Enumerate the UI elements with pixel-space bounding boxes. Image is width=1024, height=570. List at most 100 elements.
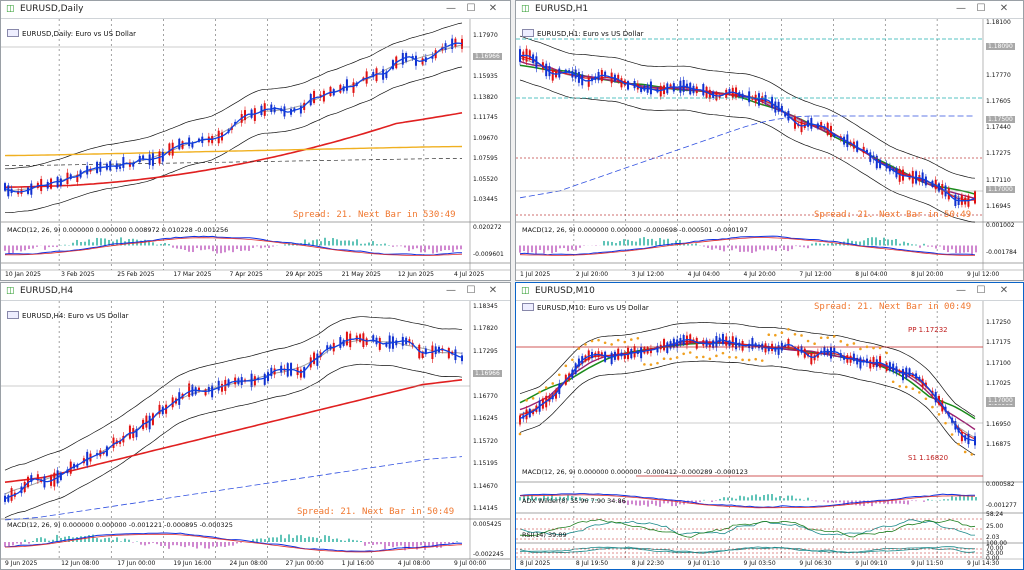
support-label: S1 1.16820 xyxy=(908,454,949,462)
window-title: EURUSD,Daily xyxy=(20,4,84,14)
chart-label: EURUSD,H1: Euro vs US Dollar xyxy=(522,29,644,38)
close-icon[interactable]: ✕ xyxy=(488,3,498,14)
chart-label: EURUSD,M10: Euro vs US Dollar xyxy=(522,303,649,312)
rsi-axis-label: 70.00 xyxy=(986,545,1004,552)
time-axis-label: 4 Jul 20:00 xyxy=(743,271,776,278)
time-axis-label: 9 Jun 2025 xyxy=(5,560,38,567)
maximize-icon[interactable]: ☐ xyxy=(466,285,476,296)
window-titlebar[interactable]: ◫ EURUSD,H4 — ☐ ✕ xyxy=(1,283,510,301)
window-title: EURUSD,M10 xyxy=(535,286,595,296)
rsi-axis-label: 0.00 xyxy=(986,555,1000,562)
price-axis-label: 1.09670 xyxy=(473,134,498,142)
macd-axis-label: -0.002245 xyxy=(473,551,504,558)
price-axis-label: 1.15195 xyxy=(473,460,498,468)
time-axis-label: 9 Jul 14:30 xyxy=(967,560,1000,567)
price-axis-label: 1.07595 xyxy=(473,155,498,162)
chart-icon: ◫ xyxy=(521,4,530,14)
price-axis-label: 1.17970 xyxy=(473,32,498,39)
price-axis-label: 1.17000 xyxy=(986,186,1015,193)
chart-label: EURUSD,H4: Euro vs US Dollar xyxy=(7,311,129,320)
time-axis-label: 3 Jul 12:00 xyxy=(631,271,664,278)
time-axis-label: 4 Jul 04:00 xyxy=(687,271,720,278)
price-axis-label: 1.16966 xyxy=(473,52,502,60)
macd-axis-label: -0.001784 xyxy=(986,249,1017,256)
time-axis-label: 9 Jul 06:30 xyxy=(799,560,832,567)
chart-icon: ◫ xyxy=(6,4,15,14)
window-title: EURUSD,H1 xyxy=(535,4,589,14)
time-axis-label: 25 Feb 2025 xyxy=(117,271,155,278)
minimize-icon[interactable]: — xyxy=(446,285,456,296)
macd-axis-label: 0.020272 xyxy=(473,224,502,231)
spread-info: Spread: 21. Next Bar in 50:49 xyxy=(297,507,455,517)
price-axis-label: 1.14670 xyxy=(473,482,498,490)
chart-window-h1[interactable]: ◫ EURUSD,H1 — ☐ ✕ EURUSD,H1: Euro vs US … xyxy=(515,0,1024,281)
window-titlebar[interactable]: ◫ EURUSD,H1 — ☐ ✕ xyxy=(516,1,1023,19)
macd-axis-label: -0.009601 xyxy=(473,251,504,258)
price-axis-label: 1.17605 xyxy=(986,97,1011,105)
macd-label: MACD(12, 26, 9) 0.000000 0.000000 -0.000… xyxy=(522,226,748,234)
time-axis-label: 8 Jul 20:00 xyxy=(911,271,944,278)
time-axis-label: 9 Jul 12:00 xyxy=(967,271,1000,278)
price-axis-label: 1.16875 xyxy=(986,441,1011,448)
maximize-icon[interactable]: ☐ xyxy=(976,3,986,14)
spread-info: Spread: 21. Next Bar in 00:49 xyxy=(814,302,972,312)
price-axis-label: 1.17110 xyxy=(986,176,1011,184)
time-axis-label: 8 Jul 2025 xyxy=(520,560,551,567)
chart-window-h4[interactable]: ◫ EURUSD,H4 — ☐ ✕ EURUSD,H4: Euro vs US … xyxy=(0,282,511,570)
chart-window-daily[interactable]: ◫ EURUSD,Daily — ☐ ✕ EURUSD,Daily: Euro … xyxy=(0,0,511,281)
time-axis-label: 10 Jan 2025 xyxy=(5,271,41,278)
time-axis-label: 4 Jul 08:00 xyxy=(397,560,431,567)
macd-axis-label: 0.000582 xyxy=(986,481,1015,488)
macd-label: MACD(12, 26, 9) 0.000000 0.000000 -0.000… xyxy=(522,468,748,476)
price-axis-label: 1.17295 xyxy=(473,347,498,355)
time-axis-label: 29 Apr 2025 xyxy=(285,271,323,278)
close-icon[interactable]: ✕ xyxy=(488,285,498,296)
close-icon[interactable]: ✕ xyxy=(999,285,1009,296)
rsi-label: RSI(14) 39.89 xyxy=(522,531,567,539)
window-titlebar[interactable]: ◫ EURUSD,Daily — ☐ ✕ xyxy=(1,1,510,19)
adx-axis-label: 25.00 xyxy=(986,523,1004,530)
minimize-icon[interactable]: — xyxy=(956,285,966,296)
price-chart[interactable] xyxy=(516,19,1024,281)
price-axis-label: 1.15935 xyxy=(473,73,498,80)
price-axis-label: 1.16770 xyxy=(473,392,498,400)
maximize-icon[interactable]: ☐ xyxy=(976,285,986,296)
rsi-axis-label: 30.00 xyxy=(986,550,1004,557)
price-axis-label: 1.18090 xyxy=(986,43,1015,50)
window-titlebar[interactable]: ◫ EURUSD,M10 — ☐ ✕ xyxy=(516,283,1023,301)
adx-axis-label: 58.24 xyxy=(986,511,1004,518)
time-axis-label: 24 Jun 08:00 xyxy=(229,560,268,567)
price-chart[interactable] xyxy=(1,301,511,570)
chart-icon: ◫ xyxy=(521,286,530,296)
time-axis-label: 9 Jul 03:50 xyxy=(743,560,776,567)
price-axis-label: 1.11745 xyxy=(473,114,498,121)
price-axis-label: 1.17500 xyxy=(986,116,1015,123)
close-icon[interactable]: ✕ xyxy=(999,3,1009,14)
price-axis-label: 1.17770 xyxy=(986,71,1011,79)
chart-window-m10[interactable]: ◫ EURUSD,M10 — ☐ ✕ EURUSD,M10: Euro vs U… xyxy=(515,282,1024,570)
spread-info: Spread: 21. Next Bar in 530:49 xyxy=(293,210,456,220)
price-axis-label: 1.17820 xyxy=(473,325,498,333)
price-axis-label: 1.05520 xyxy=(473,175,498,183)
chart-icon: ◫ xyxy=(6,286,15,296)
price-chart[interactable] xyxy=(1,19,511,281)
maximize-icon[interactable]: ☐ xyxy=(466,3,476,14)
time-axis-label: 19 Jun 16:00 xyxy=(173,560,212,567)
time-axis-label: 7 Jul 12:00 xyxy=(799,271,832,278)
price-axis-label: 1.03445 xyxy=(473,196,498,203)
minimize-icon[interactable]: — xyxy=(956,3,966,14)
adx-label: ADX Wilder(8) 35.96 7.90 34.86 xyxy=(522,497,626,505)
price-axis-label: 1.17250 xyxy=(986,319,1011,326)
price-axis-label: 1.17100 xyxy=(986,359,1011,367)
time-axis-label: 4 Jul 2025 xyxy=(454,271,485,278)
adx-axis-label: 2.03 xyxy=(986,534,1000,541)
price-axis-label: 1.15720 xyxy=(473,437,498,445)
minimize-icon[interactable]: — xyxy=(446,3,456,14)
price-axis-label: 1.18100 xyxy=(986,19,1011,26)
price-chart[interactable] xyxy=(516,301,1024,570)
time-axis-label: 8 Jul 22:30 xyxy=(631,560,664,567)
time-axis-label: 27 Jun 00:00 xyxy=(285,560,324,567)
price-axis-label: 1.17025 xyxy=(986,380,1011,387)
price-axis-label: 1.14145 xyxy=(473,505,498,512)
time-axis-label: 3 Feb 2025 xyxy=(61,271,95,278)
